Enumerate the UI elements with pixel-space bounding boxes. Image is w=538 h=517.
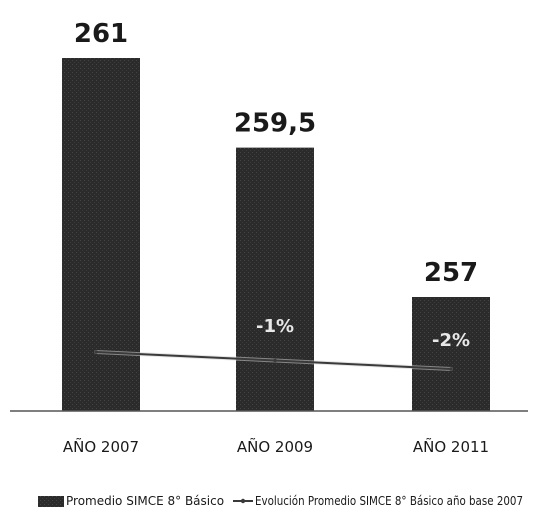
evolution-pct-label-2: -1% — [256, 316, 294, 337]
x-tick-label-2: AÑO 2009 — [237, 437, 313, 456]
bar-2 — [236, 147, 314, 411]
bar-value-label-2: 259,5 — [234, 109, 316, 139]
evolution-point-1 — [94, 350, 98, 354]
legend-bar-swatch — [38, 496, 64, 507]
evolution-point-3 — [449, 367, 453, 371]
evolution-point-2 — [273, 358, 277, 363]
evolution-pct-label-3: -2% — [432, 330, 470, 351]
bar-value-label-1: 261 — [74, 19, 128, 49]
bar-value-label-3: 257 — [424, 258, 478, 288]
labels-layer: 261 AÑO 2007 259,5 AÑO 2009 257 AÑO 2011 -1% -2… — [63, 19, 489, 456]
x-tick-label-3: AÑO 2011 — [413, 437, 489, 456]
x-tick-label-1: AÑO 2007 — [63, 437, 139, 456]
legend-bar-label: Promedio SIMCE 8° Básico — [66, 494, 224, 508]
bar-1 — [62, 58, 140, 411]
legend-line-marker — [240, 498, 246, 504]
legend: Promedio SIMCE 8° Básico Evolución Promed… — [38, 494, 523, 508]
legend-line-label: Evolución Promedio SIMCE 8° Básico año b… — [255, 494, 523, 508]
line-layer — [94, 350, 453, 371]
bar-3 — [412, 297, 490, 411]
bars-layer — [62, 58, 490, 411]
